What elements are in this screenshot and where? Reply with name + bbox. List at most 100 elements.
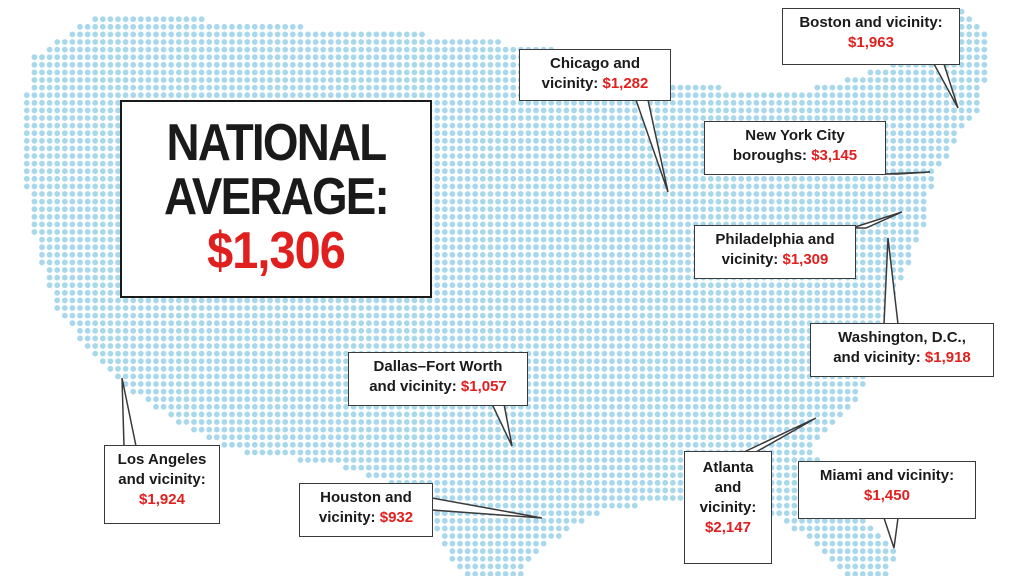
- map-dot: [502, 107, 509, 114]
- map-dot: [829, 213, 836, 220]
- map-dot: [852, 282, 859, 289]
- map-dot: [107, 160, 114, 167]
- map-dot: [563, 168, 570, 175]
- map-dot: [92, 99, 99, 106]
- map-dot: [183, 343, 190, 349]
- map-dot: [457, 213, 463, 220]
- map-dot: [821, 305, 828, 311]
- map-dot: [616, 305, 623, 311]
- map-dot: [662, 327, 669, 334]
- map-dot: [829, 115, 836, 121]
- map-dot: [236, 23, 243, 30]
- map-dot: [700, 305, 707, 311]
- map-dot: [540, 168, 547, 175]
- map-dot: [403, 92, 410, 99]
- map-dot: [738, 107, 745, 114]
- map-dot: [776, 282, 783, 289]
- map-dot: [39, 236, 45, 243]
- map-dot: [548, 168, 555, 175]
- map-dot: [510, 122, 517, 129]
- map-dot: [738, 92, 745, 99]
- map-dot: [616, 259, 623, 266]
- map-dot: [274, 61, 281, 68]
- map-dot: [115, 61, 121, 68]
- map-dot: [768, 343, 775, 349]
- map-dot: [259, 297, 266, 304]
- map-dot: [69, 267, 76, 273]
- map-dot: [69, 84, 76, 91]
- map-dot: [791, 312, 798, 319]
- map-dot: [761, 107, 767, 114]
- map-dot: [510, 274, 517, 281]
- map-dot: [289, 305, 296, 311]
- map-dot: [31, 145, 38, 152]
- map-dot: [92, 274, 99, 281]
- map-dot: [548, 282, 555, 289]
- map-dot: [419, 320, 425, 327]
- map-dot: [31, 183, 38, 190]
- map-dot: [761, 297, 767, 304]
- map-dot: [31, 92, 38, 99]
- map-dot: [282, 343, 289, 349]
- map-dot: [897, 244, 904, 251]
- map-dot: [175, 327, 182, 334]
- map-dot: [761, 175, 767, 182]
- map-dot: [639, 274, 646, 281]
- map-dot: [571, 343, 577, 349]
- map-dot: [715, 206, 722, 213]
- map-dot: [525, 267, 532, 273]
- map-dot: [966, 61, 973, 68]
- map-dot: [776, 343, 783, 349]
- map-dot: [396, 320, 403, 327]
- map-dot: [958, 92, 965, 99]
- map-dot: [31, 221, 38, 228]
- map-dot: [274, 39, 281, 45]
- map-dot: [434, 274, 441, 281]
- map-dot: [479, 320, 486, 327]
- map-dot: [586, 137, 593, 144]
- map-dot: [783, 289, 790, 296]
- map-dot: [358, 61, 365, 68]
- map-dot: [183, 365, 190, 372]
- map-dot: [525, 191, 532, 197]
- map-dot: [69, 122, 76, 129]
- map-dot: [282, 305, 289, 311]
- map-dot: [890, 160, 897, 167]
- map-dot: [662, 335, 669, 342]
- map-dot: [327, 69, 334, 76]
- map-dot: [707, 99, 714, 106]
- map-dot: [495, 327, 501, 334]
- map-dot: [487, 145, 494, 152]
- map-dot: [122, 39, 129, 45]
- map-dot: [115, 84, 121, 91]
- map-dot: [654, 343, 661, 349]
- map-dot: [707, 183, 714, 190]
- map-dot: [99, 259, 106, 266]
- map-dot: [555, 312, 562, 319]
- map-dot: [555, 297, 562, 304]
- map-dot: [510, 259, 517, 266]
- map-dot: [99, 213, 106, 220]
- map-dot: [875, 236, 881, 243]
- map-dot: [555, 358, 562, 365]
- map-dot: [221, 312, 228, 319]
- map-dot: [130, 61, 137, 68]
- map-dot: [411, 54, 418, 61]
- map-dot: [677, 107, 684, 114]
- map-dot: [662, 251, 669, 258]
- map-dot: [624, 267, 631, 273]
- map-dot: [282, 39, 289, 45]
- map-dot: [419, 39, 425, 45]
- map-dot: [928, 175, 935, 182]
- map-dot: [897, 92, 904, 99]
- map-dot: [61, 92, 68, 99]
- map-dot: [730, 297, 737, 304]
- map-dot: [99, 229, 106, 235]
- map-dot: [441, 305, 448, 311]
- map-dot: [533, 122, 539, 129]
- map-dot: [555, 274, 562, 281]
- map-dot: [168, 358, 175, 365]
- map-dot: [137, 31, 144, 38]
- map-dot: [92, 153, 99, 159]
- map-dot: [92, 327, 99, 334]
